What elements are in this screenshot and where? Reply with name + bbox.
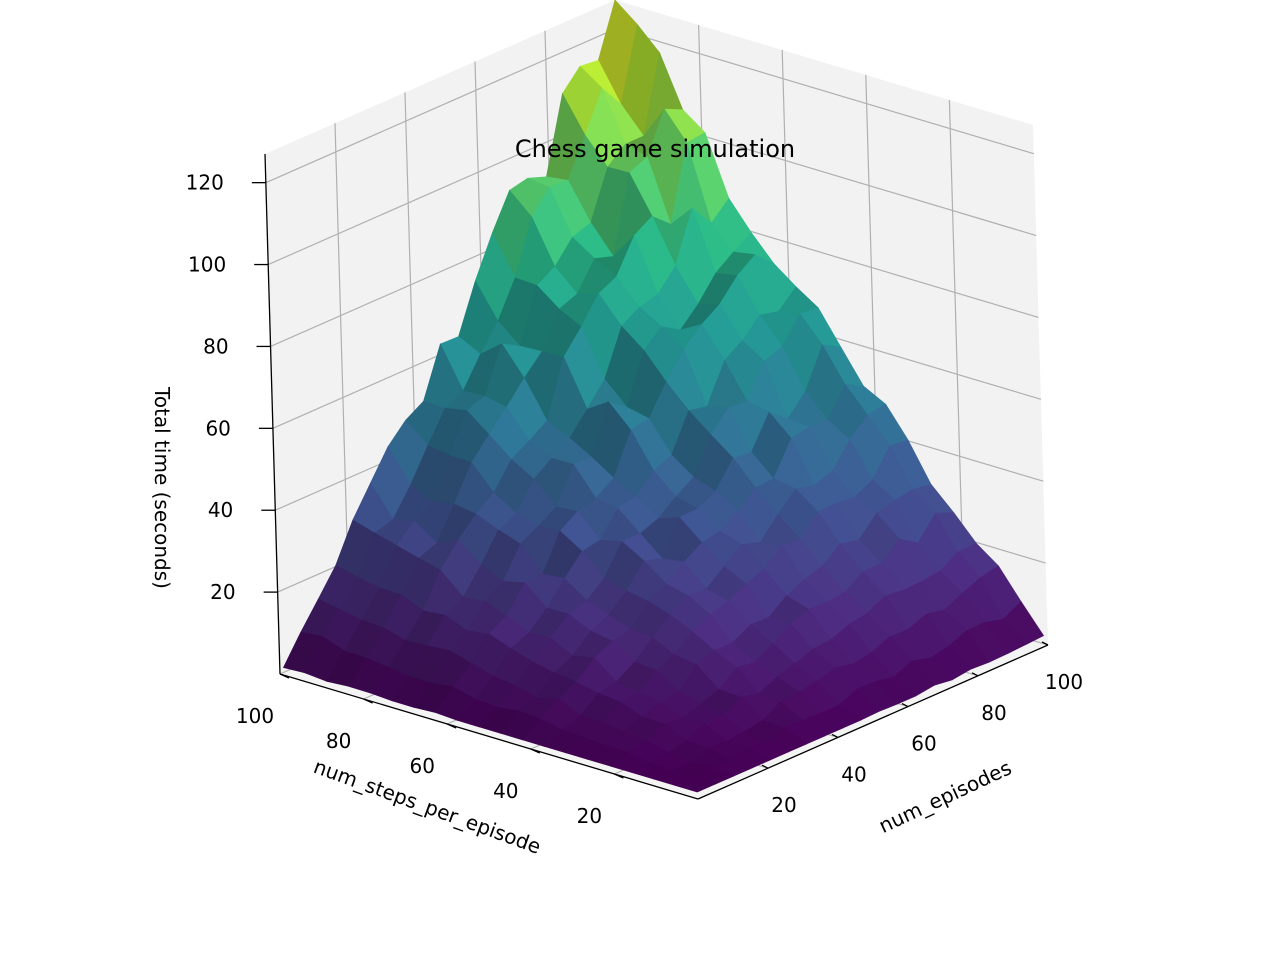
x-tick-label: 80 [981, 701, 1006, 725]
x-tick-label: 20 [771, 793, 796, 817]
y-tick-label: 60 [409, 754, 434, 778]
z-axis-label: Total time (seconds) [150, 386, 174, 589]
z-tick-label: 100 [188, 253, 226, 277]
surface-mesh [282, 0, 1045, 793]
y-tick [614, 773, 624, 779]
x-tick-label: 40 [841, 762, 866, 786]
y-tick-label: 100 [236, 704, 274, 728]
x-axis-label: num_episodes [875, 755, 1015, 837]
y-tick [530, 748, 541, 754]
y-tick-label: 80 [326, 729, 351, 753]
x-tick [1041, 641, 1049, 646]
y-tick [363, 698, 373, 704]
x-tick [971, 672, 979, 677]
z-axis-line [264, 153, 281, 675]
z-tick-label: 80 [203, 334, 228, 358]
z-tick-label: 20 [210, 580, 235, 604]
x-tick-label: 100 [1045, 670, 1083, 694]
z-tick-label: 120 [186, 171, 224, 195]
y-tick-label: 40 [493, 779, 518, 803]
tick-marks: 20 40 60 80 100 20 40 60 80 100 20 40 60 80 100 120 [186, 171, 1083, 828]
z-tick-label: 40 [208, 498, 233, 522]
y-tick-label: 20 [577, 804, 602, 828]
z-tick-label: 60 [205, 416, 230, 440]
x-tick [901, 703, 909, 708]
x-tick-label: 60 [911, 732, 936, 756]
y-axis-line [279, 673, 699, 800]
y-tick [279, 673, 290, 679]
x-tick [831, 733, 839, 738]
chart-title: Chess game simulation [515, 135, 795, 163]
x-tick [761, 764, 769, 769]
surface-facet [674, 777, 717, 793]
axis-lines [264, 153, 1049, 800]
x-axis-line [697, 644, 1049, 800]
grid-line [615, 28, 1034, 155]
grid-line [265, 28, 617, 184]
y-tick [446, 723, 457, 729]
